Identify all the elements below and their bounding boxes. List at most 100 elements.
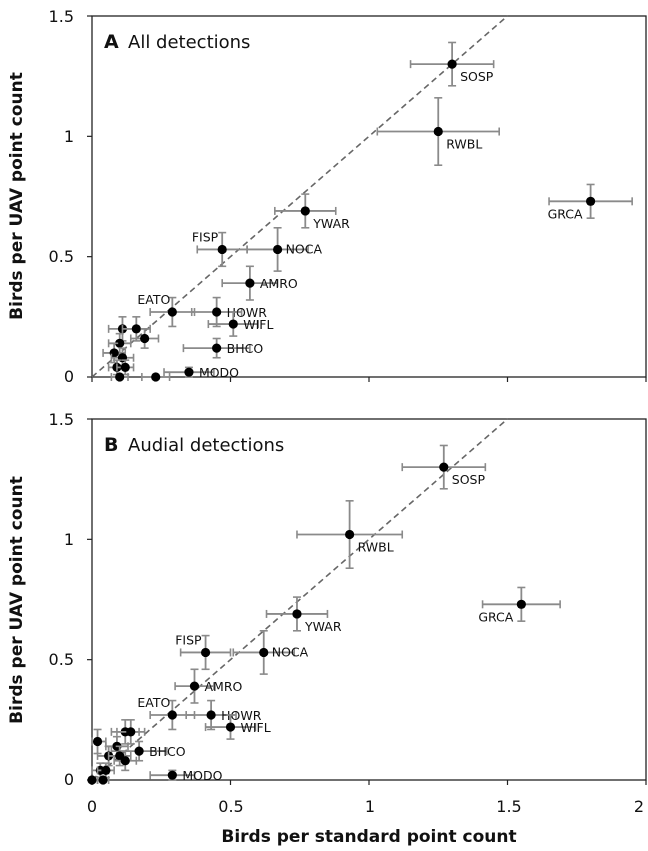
panel-a-point-amro-marker [245, 278, 255, 288]
panel-a-point-noca-marker [272, 244, 283, 255]
panel-a-ytick-0-5: 0.5 [49, 247, 74, 266]
panel-b-point-bhco-group: BHCO [110, 740, 186, 762]
panel-b-point-unlabeled-17-group [107, 745, 132, 767]
panel-a-point-eato-group: EATO [137, 292, 196, 328]
panel-a-point-amro-label: AMRO [260, 276, 298, 291]
panel-b-xtick-1: 1 [365, 797, 375, 816]
panel-b-ytick-0: 0 [64, 770, 74, 789]
panel-b-xtick-0-5: 0.5 [218, 797, 243, 816]
panel-b-xtick-2: 2 [634, 797, 644, 816]
panel-a-point-wifl-group: WIFL [207, 311, 274, 337]
panel-b-xtick-0: 0 [87, 797, 97, 816]
panel-b-point-eato-label: EATO [137, 695, 170, 710]
panel-b: B Audial detections 0 0.5 1 1.5 0 0.5 1 … [7, 410, 647, 847]
panel-a-point-unlabeled-21-group [141, 372, 171, 382]
panel-a-point-eato-label: EATO [137, 292, 170, 307]
panel-b-marks: SOSPRWBLGRCAYWARFISPNOCAAMROEATOHOWRWIFL… [87, 418, 647, 785]
panel-b-point-rwbl-group: RWBL [296, 500, 404, 570]
panel-b-point-eato-marker [167, 710, 177, 720]
panel-b-point-grca-group: GRCA [478, 586, 561, 624]
panel-a-point-rwbl-marker [433, 126, 443, 137]
panel-a-point-eato-marker [167, 307, 177, 317]
panel-a-point-modo-label: MODO [199, 365, 239, 380]
panel-b-point-unlabeled-22-marker [98, 775, 108, 785]
panel-b-ytick-1-5: 1.5 [49, 410, 74, 429]
panel-b-point-grca-label: GRCA [478, 609, 513, 624]
panel-b-xtick-1-5: 1.5 [496, 797, 521, 816]
panel-a-frame [91, 15, 647, 378]
panel-a-point-rwbl-group: RWBL [376, 97, 500, 167]
panel-a-ylabel: Birds per UAV point count [7, 72, 27, 320]
panel-b-point-bhco-marker [134, 746, 144, 756]
panel-a-letter: A [104, 31, 119, 53]
panel-a-point-howr-label: HOWR [227, 305, 268, 320]
panel-a-point-noca-group: NOCA [246, 226, 323, 272]
panel-b-point-unlabeled-14-group [116, 719, 146, 745]
panel-a-point-fisp-label: FISP [192, 229, 219, 244]
panel-b-point-modo-group: MODO [149, 768, 223, 783]
panel-b-xlabel: Birds per standard point count [221, 827, 516, 847]
panel-b-letter: B [104, 434, 118, 456]
panel-a-point-fisp-group: FISP [192, 229, 248, 268]
panel-b-point-modo-marker [167, 770, 177, 780]
panel-a-ytick-1: 1 [64, 127, 74, 146]
panel-a-point-unlabeled-14-group [129, 328, 160, 349]
panel-b-point-ywar-label: YWAR [304, 619, 342, 634]
panel-a-point-amro-group: AMRO [221, 265, 298, 301]
panel-b-ylabel: Birds per UAV point count [7, 476, 27, 724]
panel-b-point-amro-marker [189, 681, 200, 691]
panel-a-point-ywar-marker [300, 206, 310, 216]
panel-a-point-fisp-marker [217, 244, 227, 255]
panel-a-ytick-0: 0 [64, 367, 74, 386]
panel-a-point-howr-group: HOWR [190, 296, 268, 328]
panel-a-point-grca-group: GRCA [548, 183, 633, 221]
panel-b-point-unlabeled-18-marker [120, 756, 130, 766]
panel-a-point-sosp-group: SOSP [409, 41, 495, 87]
panel-a-point-grca-marker [586, 196, 596, 206]
panel-a-point-ywar-label: YWAR [312, 216, 350, 231]
panel-b-point-amro-label: AMRO [204, 679, 242, 694]
panel-b-ytick-1: 1 [64, 530, 74, 549]
panel-a-point-unlabeled-20-marker [115, 372, 125, 382]
panel-b-point-unlabeled-12-group [91, 728, 107, 755]
panel-a: A All detections 0 0.5 1 1.5 Birds per U… [7, 7, 647, 386]
panel-a-point-ywar-group: YWAR [274, 193, 350, 231]
panel-b-point-unlabeled-20-marker [101, 765, 111, 775]
panel-a-point-bhco-marker [212, 343, 222, 353]
panel-a-point-grca-label: GRCA [548, 206, 583, 221]
panel-a-point-rwbl-label: RWBL [446, 137, 482, 152]
panel-a-point-unlabeled-21-marker [151, 372, 161, 382]
panel-a-point-modo-group: MODO [163, 365, 239, 380]
panel-a-point-unlabeled-20-group [110, 372, 129, 382]
panel-b-point-unlabeled-21-marker [87, 775, 97, 785]
panel-b-point-bhco-label: BHCO [149, 744, 186, 759]
panel-b-point-sosp-label: SOSP [452, 472, 486, 487]
panel-a-point-howr-marker [212, 307, 222, 317]
panel-b-point-eato-group: EATO [137, 695, 196, 731]
panel-a-point-noca-label: NOCA [286, 241, 323, 256]
panel-b-title: Audial detections [128, 435, 284, 456]
panel-b-point-fisp-marker [200, 647, 211, 658]
panel-b-point-modo-label: MODO [182, 768, 222, 783]
panel-a-title: All detections [128, 32, 250, 53]
panel-b-frame [91, 418, 647, 781]
panel-a-point-wifl-marker [228, 319, 238, 329]
panel-b-point-sosp-marker [439, 462, 449, 472]
panel-a-point-bhco-group: BHCO [182, 337, 264, 359]
panel-b-one-to-one-line [91, 418, 509, 781]
panel-a-point-bhco-label: BHCO [227, 341, 264, 356]
panel-b-point-wifl-group: WIFL [204, 714, 271, 740]
panel-b-point-wifl-marker [225, 722, 236, 732]
panel-a-point-unlabeled-15-marker [115, 338, 125, 348]
panel-a-point-wifl-label: WIFL [243, 317, 273, 332]
panel-b-point-unlabeled-18-group [113, 750, 138, 772]
panel-b-point-grca-marker [516, 599, 526, 609]
panel-b-point-fisp-group: FISP [175, 632, 232, 671]
panel-b-point-rwbl-marker [345, 529, 355, 540]
panel-b-point-wifl-label: WIFL [241, 720, 271, 735]
panel-b-point-ywar-group: YWAR [265, 596, 342, 634]
panel-a-point-sosp-label: SOSP [460, 69, 494, 84]
panel-b-point-sosp-group: SOSP [401, 444, 487, 490]
panel-a-one-to-one-line [91, 15, 509, 378]
